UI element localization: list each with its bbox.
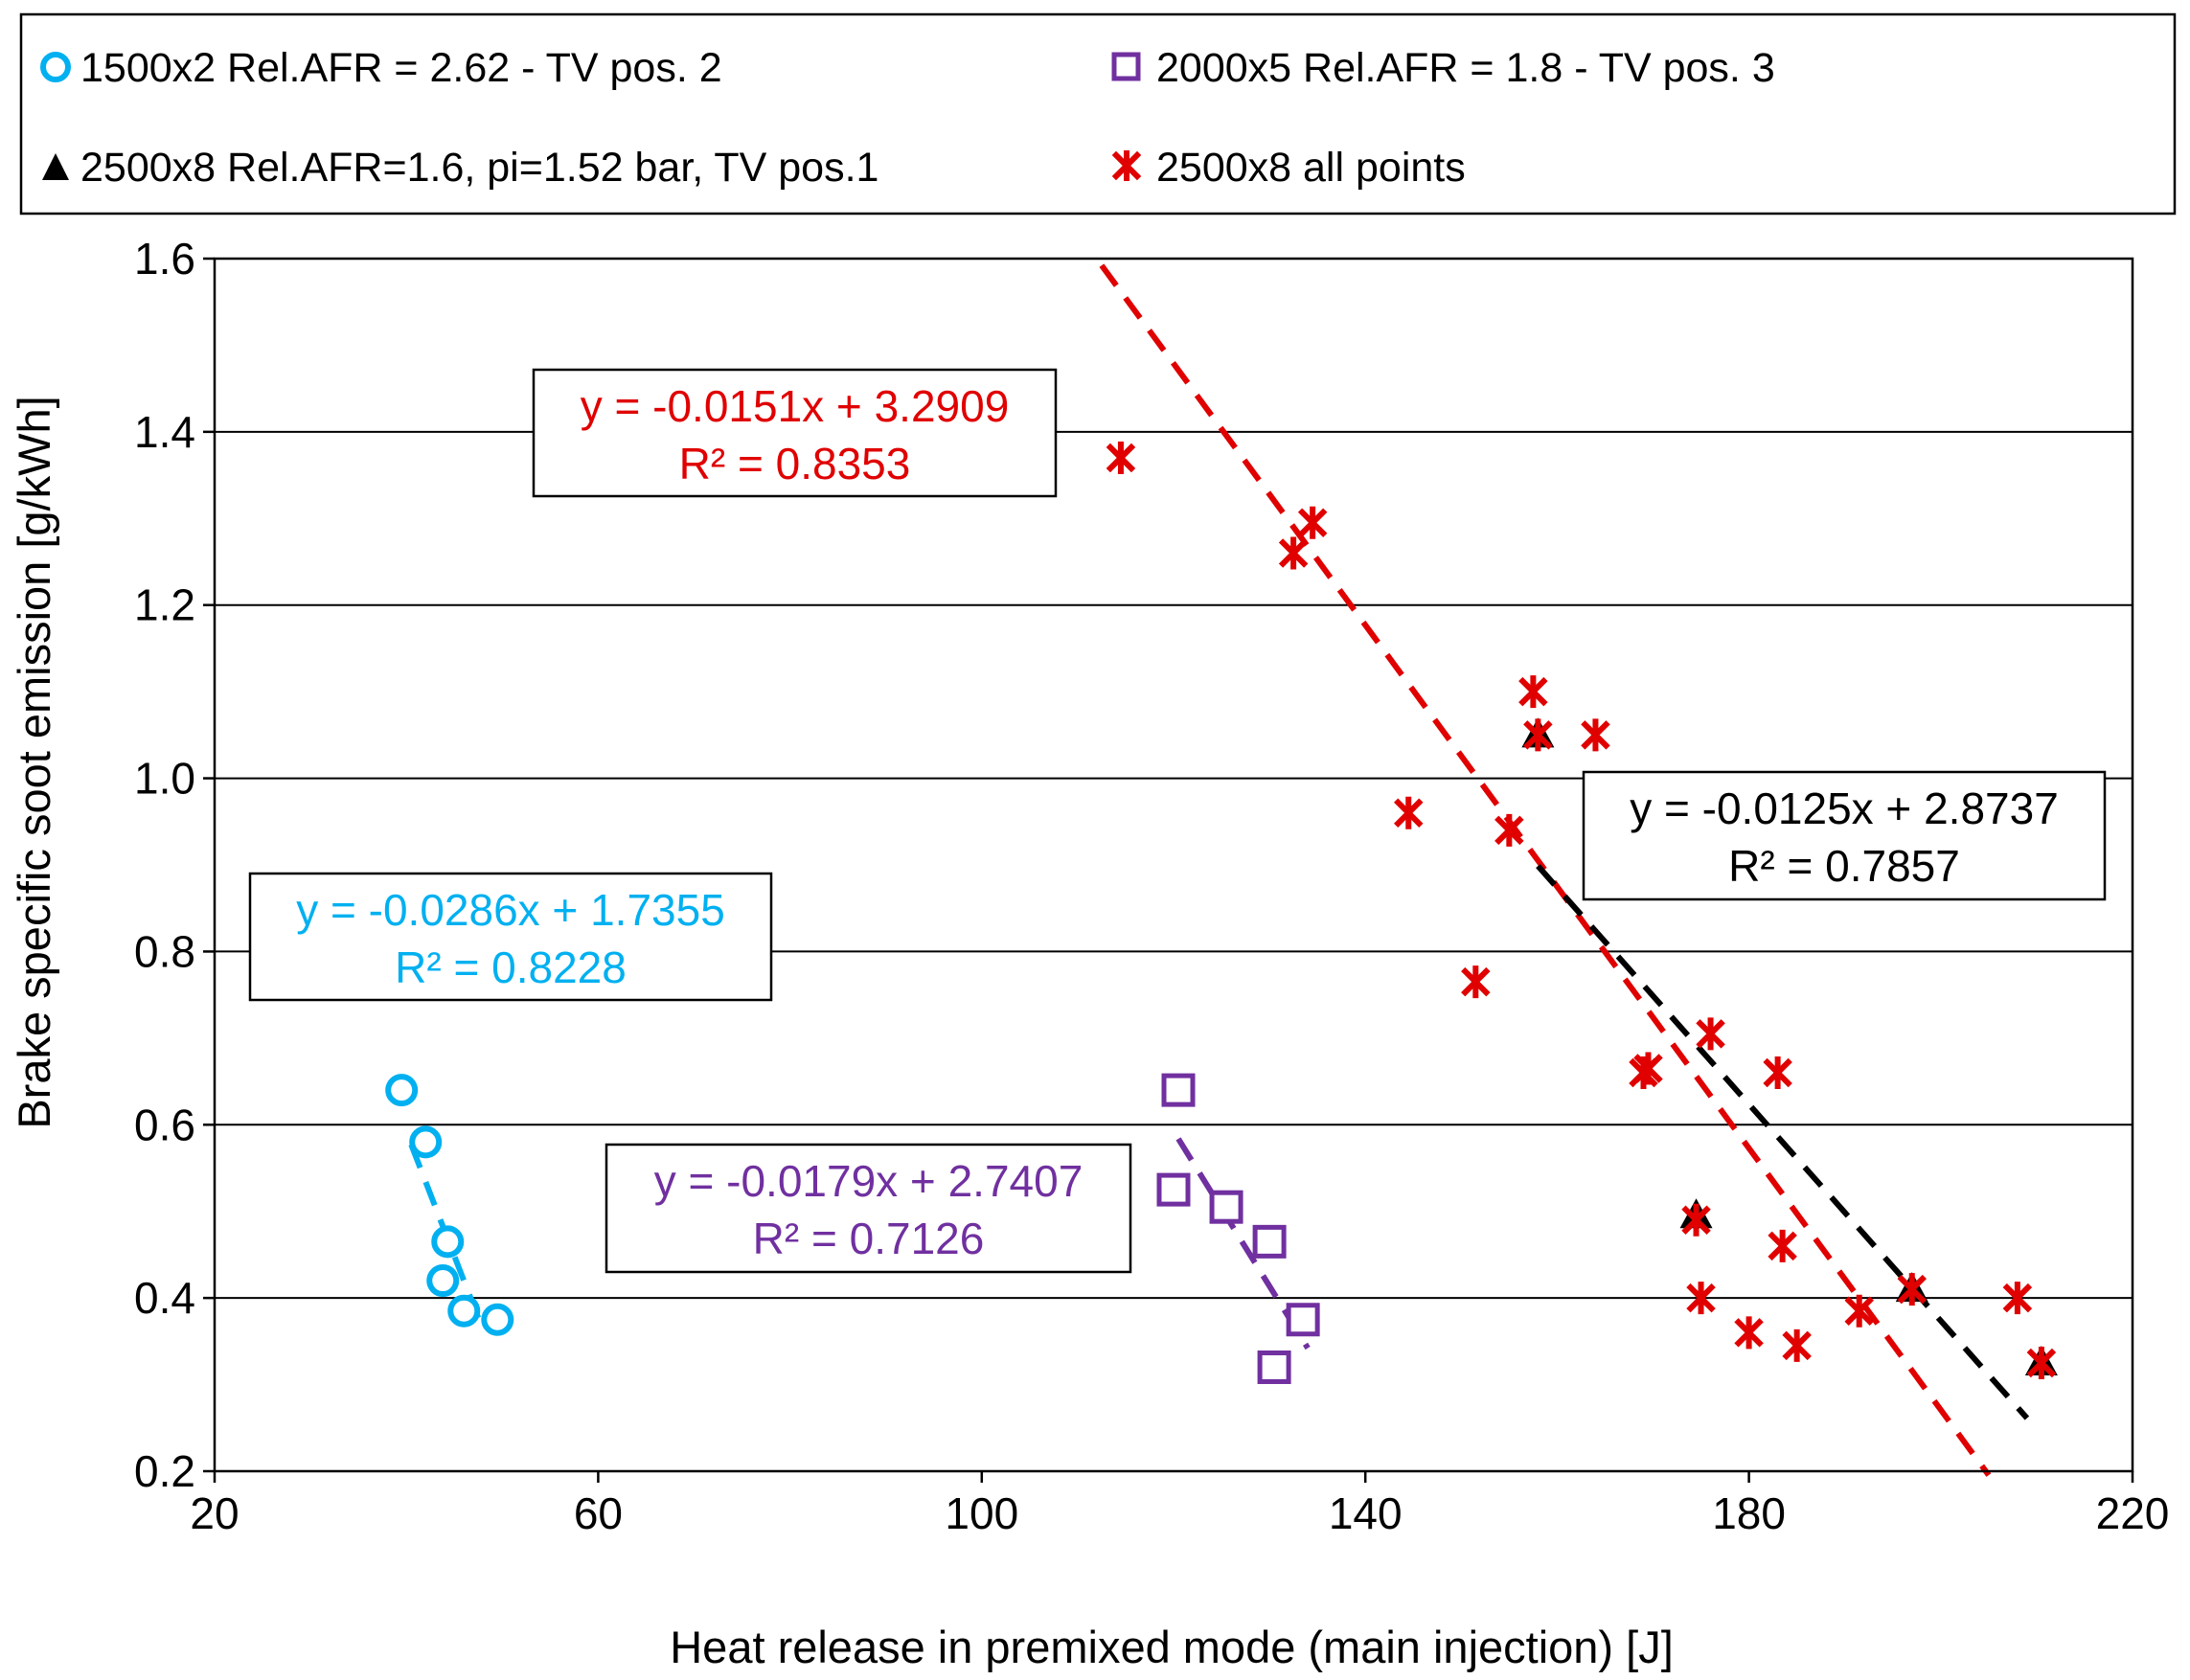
legend-item-2500x8-all: 2500x8 all points <box>1111 145 1466 191</box>
legend-label-2000x5: 2000x5 Rel.AFR = 1.8 - TV pos. 3 <box>1156 45 1775 91</box>
equation-box-frame <box>1582 770 2107 901</box>
x-tick-label: 180 <box>1712 1488 1786 1538</box>
trendline-equation: y = -0.0286x + 1.7355 <box>296 885 725 935</box>
y-tick-label: 0.2 <box>134 1446 195 1496</box>
legend: 1500x2 Rel.AFR = 2.62 - TV pos. 2 2000x5… <box>19 12 2177 216</box>
data-point-star <box>1106 441 1136 474</box>
equation-box-circle: y = -0.0286x + 1.7355 R² = 0.8228 <box>248 872 773 1002</box>
trendline-triangle <box>1536 864 2030 1420</box>
data-point-star <box>1763 1056 1792 1090</box>
trendline-equation: y = -0.0151x + 3.2909 <box>581 381 1010 431</box>
data-point-star <box>1696 1017 1725 1051</box>
equation-box-triangle: y = -0.0125x + 2.8737 R² = 0.7857 <box>1582 770 2107 901</box>
data-point-square <box>1161 1073 1196 1107</box>
x-axis-title: Heat release in premixed mode (main inje… <box>670 1622 1674 1672</box>
legend-circle-marker <box>40 52 71 82</box>
y-tick-label: 1.0 <box>134 754 195 804</box>
data-point-circle <box>409 1125 443 1159</box>
data-point-square <box>1252 1224 1287 1259</box>
data-point-star <box>1897 1273 1928 1306</box>
y-tick-label: 0.4 <box>134 1273 195 1323</box>
data-point-star <box>1581 718 1610 752</box>
y-tick-label: 1.6 <box>134 234 195 284</box>
legend-square-marker <box>1111 52 1141 81</box>
data-point-star <box>2002 1282 2033 1315</box>
legend-label-1500x2: 1500x2 Rel.AFR = 2.62 - TV pos. 2 <box>80 45 722 91</box>
x-tick-label: 220 <box>2096 1488 2170 1538</box>
y-axis-ticks: 0.2 0.4 0.6 0.8 1.0 1.2 1.4 1.6 <box>134 234 215 1496</box>
data-point-star <box>1681 1203 1711 1237</box>
data-point-square <box>1209 1190 1243 1224</box>
data-point-star <box>1518 675 1548 709</box>
data-point-star <box>1734 1316 1764 1350</box>
equation-box-frame <box>248 872 773 1002</box>
data-markers <box>385 441 2058 1384</box>
legend-item-1500x2: 1500x2 Rel.AFR = 2.62 - TV pos. 2 <box>40 45 722 91</box>
trendline-r2: R² = 0.8228 <box>395 942 627 992</box>
data-point-star <box>1782 1328 1812 1362</box>
equation-box-frame <box>605 1143 1132 1274</box>
trendline-equation: y = -0.0179x + 2.7407 <box>654 1156 1084 1206</box>
data-point-square <box>1257 1350 1291 1384</box>
trendline-star <box>1099 263 1992 1477</box>
equation-box-frame <box>532 368 1058 498</box>
data-point-circle <box>447 1294 481 1328</box>
legend-item-2500x8-tv1: 2500x8 Rel.AFR=1.6, pi=1.52 bar, TV pos.… <box>42 145 878 191</box>
legend-star-marker <box>1111 150 1142 181</box>
legend-label-2500x8-all: 2500x8 all points <box>1156 145 1466 191</box>
data-point-star <box>1297 506 1328 539</box>
trendline-square <box>1175 1137 1311 1351</box>
legend-item-2000x5: 2000x5 Rel.AFR = 1.8 - TV pos. 3 <box>1111 45 1775 91</box>
x-axis-ticks: 20 60 100 140 180 220 <box>190 1471 2169 1538</box>
data-point-star <box>2026 1346 2057 1379</box>
data-point-star <box>1523 718 1553 752</box>
y-tick-label: 1.2 <box>134 580 195 630</box>
x-tick-label: 100 <box>945 1488 1018 1538</box>
data-point-star <box>1394 796 1424 829</box>
data-point-circle <box>431 1225 465 1259</box>
equation-box-square: y = -0.0179x + 2.7407 R² = 0.7126 <box>605 1143 1132 1274</box>
data-point-square <box>1286 1303 1320 1337</box>
data-point-star <box>1633 1052 1663 1085</box>
data-point-star <box>1768 1229 1797 1262</box>
legend-frame <box>19 12 2177 216</box>
y-tick-label: 1.4 <box>134 407 195 457</box>
legend-label-2500x8-tv1: 2500x8 Rel.AFR=1.6, pi=1.52 bar, TV pos.… <box>80 145 878 191</box>
data-point-star <box>1494 813 1524 847</box>
x-tick-label: 140 <box>1329 1488 1403 1538</box>
equation-box-star: y = -0.0151x + 3.2909 R² = 0.8353 <box>532 368 1058 498</box>
data-point-star <box>1844 1294 1874 1328</box>
y-axis-title: Brake specific soot emission [g/kWh] <box>9 396 59 1128</box>
trendline-r2: R² = 0.8353 <box>679 439 911 488</box>
data-point-star <box>1461 965 1491 999</box>
data-point-circle <box>481 1303 514 1336</box>
data-point-square <box>1156 1172 1191 1207</box>
data-point-circle <box>426 1264 460 1298</box>
trendline-r2: R² = 0.7857 <box>1728 841 1960 891</box>
x-tick-label: 60 <box>574 1488 623 1538</box>
legend-triangle-marker <box>42 153 69 180</box>
trendline-equation: y = -0.0125x + 2.8737 <box>1630 783 2059 833</box>
trendline-r2: R² = 0.7126 <box>753 1214 985 1263</box>
data-point-star <box>1278 536 1309 570</box>
y-tick-label: 0.8 <box>134 926 195 976</box>
x-tick-label: 20 <box>190 1488 239 1538</box>
data-point-circle <box>385 1074 419 1107</box>
y-tick-label: 0.6 <box>134 1100 195 1149</box>
plot-area-frame <box>213 257 2134 1473</box>
data-point-star <box>1686 1282 1716 1315</box>
